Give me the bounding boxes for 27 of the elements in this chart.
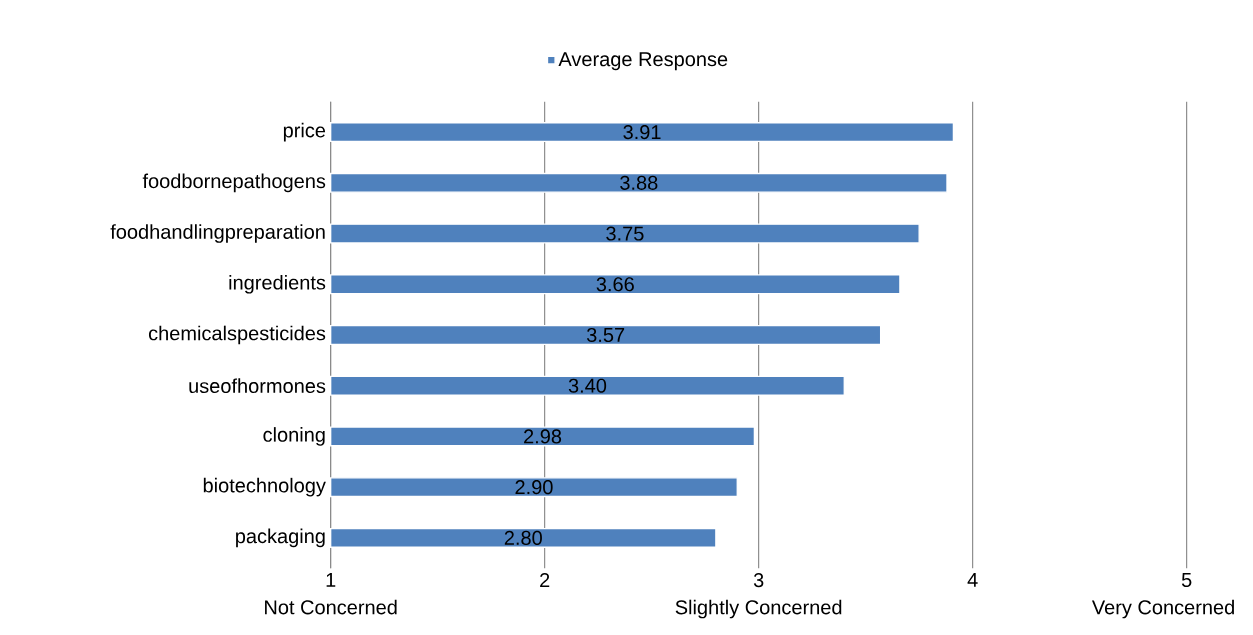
x-tick-label: 2 [540, 573, 550, 587]
y-tick-label: cloning [263, 427, 325, 446]
data-label: 2.80 [504, 530, 542, 545]
data-label: 2.98 [524, 429, 562, 444]
data-label: 2.90 [515, 480, 553, 495]
x-tick-label: 4 [967, 573, 978, 587]
data-label: 3.75 [606, 226, 644, 241]
data-label: 3.66 [596, 277, 634, 292]
y-tick-label: foodhandlingpreparation [110, 224, 325, 243]
text: Not Concerned [265, 599, 397, 615]
data-label: 3.40 [568, 378, 607, 393]
data-label: 3.57 [586, 327, 625, 343]
y-tick-label: useofhormones [189, 378, 326, 394]
y-tick-label: chemicalspesticides [148, 325, 326, 345]
y-tick-label: price [283, 122, 326, 142]
x-tick-label: 1 [326, 573, 336, 587]
y-tick-label: packaging [236, 528, 325, 548]
y-tick-label: foodbornepathogens [142, 173, 326, 193]
y-tick-label: biotechnology [203, 477, 326, 497]
data-label: 3.91 [623, 125, 661, 140]
data-label: 3.88 [620, 175, 658, 190]
text: Slightly Concerned [675, 599, 842, 619]
y-tick-label: ingredients [229, 274, 326, 294]
legend-label: Average Response [558, 52, 728, 71]
text: Very Concerned [1091, 599, 1234, 619]
x-tick-label: 3 [753, 573, 764, 588]
x-tick-label: 5 [1181, 573, 1192, 587]
